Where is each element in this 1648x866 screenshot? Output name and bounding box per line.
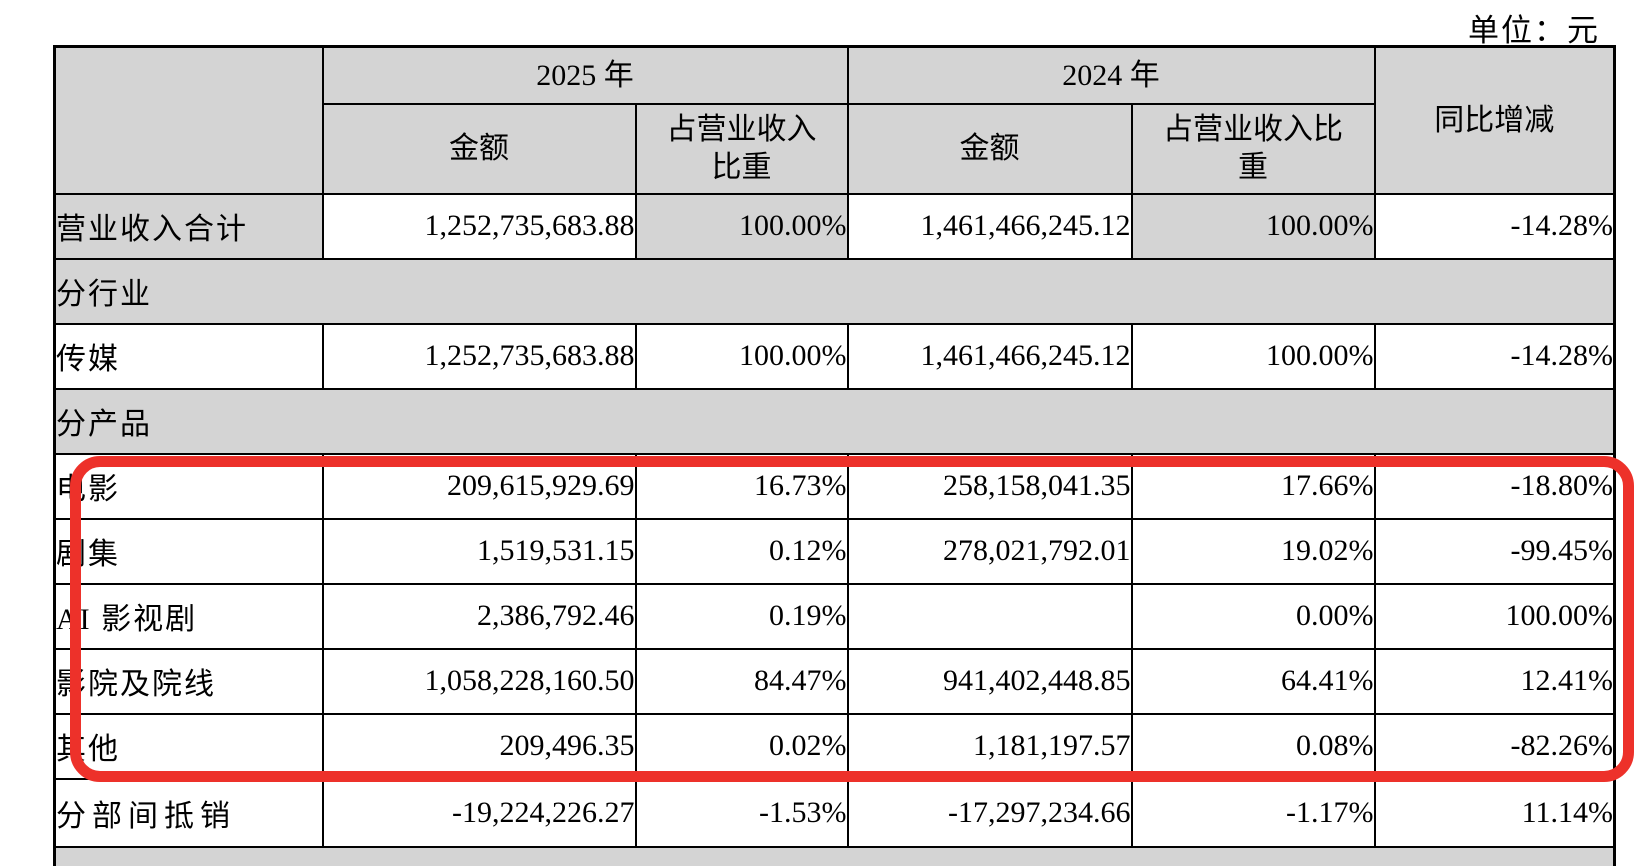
section-label: 分产品: [53, 387, 1616, 455]
section-row-clipped: [53, 845, 1616, 866]
corner-blank-cell: [53, 45, 324, 195]
row-label: 其他: [53, 712, 324, 780]
cell-share-2025: 0.12%: [634, 517, 849, 585]
table-row-intersegment-elimination: 分部间抵销 -19,224,226.27 -1.53% -17,297,234.…: [53, 777, 1616, 848]
section-row-by-industry: 分行业: [53, 257, 1616, 325]
header-share-2024: 占营业收入比重: [1130, 102, 1376, 195]
cell-share-2024: -1.17%: [1130, 777, 1376, 848]
cell-amount-2024: -17,297,234.66: [846, 777, 1133, 848]
cell-share-2024: 17.66%: [1130, 452, 1376, 520]
section-label: 分行业: [53, 257, 1616, 325]
header-amount-2025: 金额: [321, 102, 637, 195]
unit-label: 单位：元: [1468, 13, 1600, 48]
cell-amount-2024: 1,461,466,245.12: [846, 192, 1133, 260]
cell-yoy: 100.00%: [1373, 582, 1616, 650]
cell-amount-2025: 1,519,531.15: [321, 517, 637, 585]
cell-share-2024: 19.02%: [1130, 517, 1376, 585]
revenue-breakdown-table: 2025 年 2024 年 同比增减 金额 占营业收入比重 金额 占营业收入比重…: [53, 45, 1616, 866]
row-label: 营业收入合计: [53, 192, 324, 260]
header-year-2025: 2025 年: [321, 45, 849, 105]
cell-share-2024: 64.41%: [1130, 647, 1376, 715]
cell-amount-2025: 209,615,929.69: [321, 452, 637, 520]
cell-amount-2024: 1,181,197.57: [846, 712, 1133, 780]
cell-amount-2025: -19,224,226.27: [321, 777, 637, 848]
cell-amount-2025: 209,496.35: [321, 712, 637, 780]
cell-share-2024: 100.00%: [1130, 192, 1376, 260]
table-row-series-drama: 剧集 1,519,531.15 0.12% 278,021,792.01 19.…: [53, 517, 1616, 585]
cell-yoy: 12.41%: [1373, 647, 1616, 715]
cell-share-2024: 100.00%: [1130, 322, 1376, 390]
cell-share-2025: 16.73%: [634, 452, 849, 520]
cell-yoy: -14.28%: [1373, 192, 1616, 260]
cell-share-2025: 84.47%: [634, 647, 849, 715]
header-row-metrics: 金额 占营业收入比重 金额 占营业收入比重: [55, 102, 1615, 195]
cell-amount-2025: 1,058,228,160.50: [321, 647, 637, 715]
header-share-2024-text: 占营业收入比重: [1163, 113, 1343, 184]
cell-amount-2024: 278,021,792.01: [846, 517, 1133, 585]
row-label: 剧集: [53, 517, 324, 585]
cell-share-2024: 0.08%: [1130, 712, 1376, 780]
cell-amount-2024: [846, 582, 1133, 650]
cell-yoy: -82.26%: [1373, 712, 1616, 780]
header-share-2025: 占营业收入比重: [634, 102, 849, 195]
header-amount-2024: 金额: [846, 102, 1133, 195]
table-row-cinema-chain: 影院及院线 1,058,228,160.50 84.47% 941,402,44…: [53, 647, 1616, 715]
cell-amount-2024: 941,402,448.85: [846, 647, 1133, 715]
cell-amount-2025: 1,252,735,683.88: [321, 192, 637, 260]
section-row-by-product: 分产品: [53, 387, 1616, 455]
cell-share-2024: 0.00%: [1130, 582, 1376, 650]
table-row-other: 其他 209,496.35 0.02% 1,181,197.57 0.08% -…: [53, 712, 1616, 780]
header-share-2025-text: 占营业收入比重: [666, 113, 817, 184]
row-label: 分部间抵销: [53, 777, 324, 848]
table-row-ai-drama: AI 影视剧 2,386,792.46 0.19% 0.00% 100.00%: [53, 582, 1616, 650]
cell-yoy: 11.14%: [1373, 777, 1616, 848]
section-label: [53, 845, 1616, 866]
table-row-total-revenue: 营业收入合计 1,252,735,683.88 100.00% 1,461,46…: [53, 192, 1616, 260]
row-label: AI 影视剧: [53, 582, 324, 650]
cell-share-2025: 0.19%: [634, 582, 849, 650]
cell-share-2025: 100.00%: [634, 192, 849, 260]
table-row-media: 传媒 1,252,735,683.88 100.00% 1,461,466,24…: [53, 322, 1616, 390]
cell-yoy: -99.45%: [1373, 517, 1616, 585]
table-row-film: 电影 209,615,929.69 16.73% 258,158,041.35 …: [53, 452, 1616, 520]
cell-amount-2024: 258,158,041.35: [846, 452, 1133, 520]
cell-share-2025: -1.53%: [634, 777, 849, 848]
header-year-2024: 2024 年: [846, 45, 1376, 105]
cell-amount-2024: 1,461,466,245.12: [846, 322, 1133, 390]
cell-share-2025: 100.00%: [634, 322, 849, 390]
cell-yoy: -14.28%: [1373, 322, 1616, 390]
cell-amount-2025: 2,386,792.46: [321, 582, 637, 650]
cell-amount-2025: 1,252,735,683.88: [321, 322, 637, 390]
row-label: 影院及院线: [53, 647, 324, 715]
cell-share-2025: 0.02%: [634, 712, 849, 780]
row-label: 传媒: [53, 322, 324, 390]
header-row-years: 2025 年 2024 年 同比增减: [53, 45, 1616, 195]
cell-yoy: -18.80%: [1373, 452, 1616, 520]
row-label: 电影: [53, 452, 324, 520]
header-yoy-change: 同比增减: [1373, 45, 1616, 195]
